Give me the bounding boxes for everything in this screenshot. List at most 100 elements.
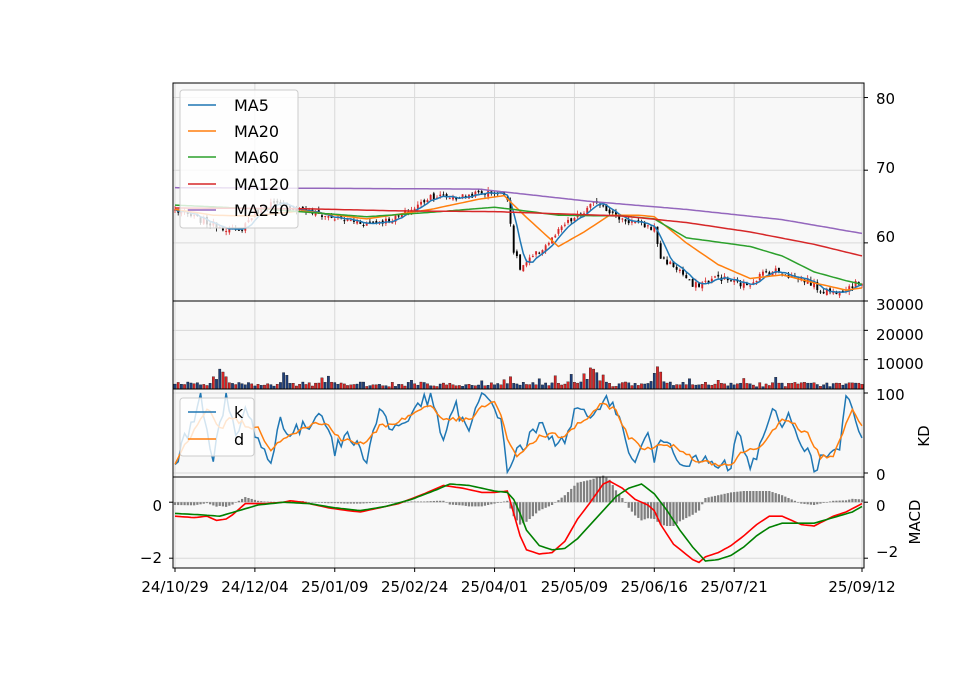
volume-bar — [720, 383, 723, 390]
candle-body — [688, 279, 691, 281]
osc-bar — [336, 502, 340, 504]
osc-bar — [787, 498, 790, 503]
osc-bar — [675, 502, 678, 524]
osc-bar — [550, 502, 554, 505]
osc-bar — [560, 497, 563, 503]
volume-bar — [486, 385, 490, 390]
volume-bar — [630, 385, 634, 390]
osc-bar — [742, 491, 745, 503]
volume-bar — [317, 382, 321, 390]
volume-bar — [710, 385, 714, 390]
volume-bar — [298, 384, 301, 390]
osc-bar — [745, 491, 749, 503]
candle-body — [733, 279, 736, 283]
candle-body — [359, 221, 362, 224]
osc-bar — [841, 500, 844, 503]
osc-bar — [375, 502, 378, 503]
osc-bar — [221, 502, 225, 507]
volume-bar — [199, 384, 202, 390]
volume-bar — [266, 383, 270, 390]
volume-bar — [314, 382, 317, 390]
x-tick-label: 25/02/24 — [381, 578, 448, 596]
osc-bar — [803, 502, 806, 504]
osc-bar — [793, 500, 797, 503]
osc-bar — [796, 502, 800, 503]
osc-bar — [333, 502, 336, 504]
osc-bar — [314, 502, 317, 503]
x-axis: 24/10/29 24/12/04 25/01/09 25/02/24 25/04/01… — [141, 568, 896, 596]
osc-bar — [394, 502, 397, 503]
volume-bar — [605, 381, 608, 390]
osc-bar — [512, 502, 515, 517]
price-legend-box — [179, 89, 299, 229]
candle-body — [487, 190, 490, 197]
volume-bar — [646, 383, 650, 390]
candle-body — [749, 285, 752, 287]
osc-bar — [576, 482, 579, 503]
kd-panel — [172, 388, 868, 478]
candle-body — [701, 282, 704, 289]
osc-bar — [649, 502, 653, 519]
volume-bar — [851, 382, 854, 390]
kd-tick-label: 100 — [876, 386, 905, 404]
candle-body — [691, 279, 694, 287]
osc-bar — [304, 501, 308, 503]
osc-bar — [209, 502, 212, 505]
candle-body — [432, 193, 435, 200]
candle-body — [746, 282, 748, 286]
volume-bar — [196, 382, 199, 390]
osc-bar — [538, 502, 541, 511]
volume-bar — [595, 372, 599, 390]
volume-bar — [857, 382, 861, 390]
volume-bar — [790, 383, 794, 390]
candle-body — [404, 210, 407, 215]
osc-bar — [426, 501, 429, 503]
candle-body — [474, 191, 477, 197]
osc-bar — [691, 502, 694, 515]
osc-bar — [272, 501, 276, 503]
osc-bar — [496, 502, 499, 503]
volume-bar — [320, 377, 324, 390]
candle-body — [714, 276, 716, 278]
osc-bar — [544, 502, 547, 508]
candle-body — [707, 280, 710, 283]
osc-bar — [442, 500, 445, 503]
volume-bar — [528, 384, 532, 390]
candle-body — [822, 291, 825, 294]
x-tick-label: 25/06/16 — [621, 578, 688, 596]
volume-bar — [183, 384, 186, 390]
volume-tick-label: 30000 — [876, 296, 924, 314]
osc-bar — [672, 502, 675, 526]
volume-bar — [825, 382, 829, 390]
osc-bar — [851, 498, 854, 503]
x-tick-label: 24/12/04 — [221, 578, 288, 596]
osc-bar — [857, 499, 860, 503]
candle-body — [416, 204, 419, 210]
volume-bar — [234, 384, 238, 390]
volume-bar — [173, 383, 177, 390]
candle-body — [774, 268, 777, 274]
volume-bar — [633, 383, 637, 390]
volume-bar — [205, 385, 209, 390]
osc-bar — [707, 497, 710, 503]
osc-bar — [582, 481, 586, 503]
volume-bar — [563, 383, 567, 390]
candle-body — [838, 292, 841, 296]
osc-bar — [755, 491, 758, 503]
volume-bar — [815, 384, 819, 390]
osc-bar — [515, 502, 519, 521]
volume-bar — [448, 382, 452, 390]
osc-bar — [477, 502, 480, 507]
volume-bar — [512, 383, 516, 390]
candle-body — [755, 280, 758, 282]
volume-bar — [573, 382, 576, 390]
osc-bar — [324, 502, 327, 504]
volume-bar — [592, 368, 595, 390]
candle-body — [452, 197, 454, 200]
volume-bar — [652, 373, 656, 390]
candle-body — [761, 271, 764, 276]
candle-body — [522, 265, 525, 272]
candle-body — [368, 221, 371, 223]
candle-body — [531, 255, 534, 257]
